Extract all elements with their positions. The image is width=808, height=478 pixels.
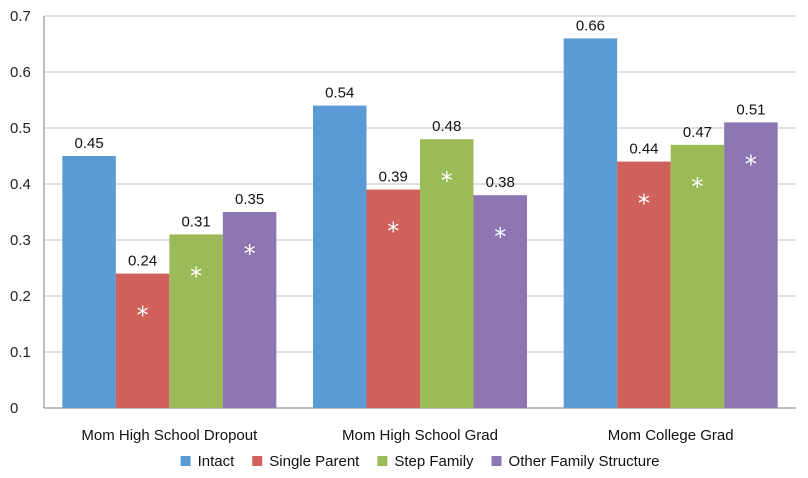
bar: [169, 234, 223, 408]
data-label: 0.54: [325, 85, 354, 102]
data-label: 0.44: [629, 141, 658, 158]
data-label: 0.45: [74, 135, 103, 152]
bar: [366, 189, 420, 408]
data-label: 0.51: [736, 101, 765, 118]
legend-label: Other Family Structure: [509, 453, 660, 470]
bar: [313, 105, 367, 408]
significance-marker: *: [244, 240, 256, 268]
y-tick-label: 0.7: [10, 8, 31, 25]
legend-swatch: [491, 456, 502, 466]
legend-item: Single Parent: [252, 453, 360, 470]
bar: [563, 38, 618, 409]
data-label: 0.48: [432, 118, 461, 135]
significance-marker: *: [745, 150, 757, 178]
data-labels: 0.45 0.24 * 0.31 * 0.35 * 0.54 0.39 * 0.48 * 0.38 * 0.…: [74, 17, 765, 329]
y-tick-label: 0.5: [10, 120, 31, 137]
y-tick-label: 0.3: [10, 232, 31, 249]
y-axis-tick-labels: 0 0.1 0.2 0.3 0.4 0.5 0.6 0.7: [10, 8, 31, 417]
category-label: Mom College Grad: [608, 427, 734, 444]
bar: [62, 156, 116, 408]
bar: [222, 212, 277, 408]
significance-marker: *: [190, 262, 202, 290]
legend-label: Single Parent: [269, 453, 360, 470]
y-tick-label: 0.2: [10, 288, 31, 305]
significance-marker: *: [691, 173, 703, 201]
bars: [62, 38, 778, 409]
y-tick-label: 0: [10, 400, 18, 417]
data-label: 0.31: [181, 213, 210, 230]
x-axis-category-labels: Mom High School Dropout Mom High School G…: [81, 427, 733, 444]
legend-item: Intact: [180, 453, 236, 470]
bar: [617, 161, 671, 408]
data-label: 0.38: [486, 174, 515, 191]
legend-swatch: [252, 456, 263, 466]
data-label: 0.24: [128, 253, 157, 270]
y-tick-label: 0.4: [10, 176, 31, 193]
legend-item: Other Family Structure: [491, 453, 660, 470]
category-label: Mom High School Dropout: [81, 427, 258, 444]
legend-swatch: [180, 456, 191, 466]
data-label: 0.35: [235, 191, 264, 208]
significance-marker: *: [137, 302, 149, 330]
legend-swatch: [377, 456, 388, 466]
category-label: Mom High School Grad: [342, 427, 498, 444]
significance-marker: *: [638, 190, 650, 218]
legend-label: Intact: [198, 453, 236, 470]
significance-marker: *: [387, 218, 399, 246]
y-tick-label: 0.6: [10, 64, 31, 81]
legend: Intact Single Parent Step Family Other Fami…: [180, 453, 660, 470]
significance-marker: *: [494, 223, 506, 251]
bar: [473, 195, 527, 408]
legend-label: Step Family: [394, 453, 474, 470]
bar: [670, 144, 725, 409]
bar: [420, 139, 474, 408]
data-label: 0.39: [379, 169, 408, 186]
y-tick-label: 0.1: [10, 344, 31, 361]
bar: [115, 273, 170, 408]
data-label: 0.66: [576, 17, 605, 34]
legend-item: Step Family: [377, 453, 474, 470]
significance-marker: *: [441, 167, 453, 195]
data-label: 0.47: [683, 124, 712, 141]
bar: [724, 122, 778, 409]
